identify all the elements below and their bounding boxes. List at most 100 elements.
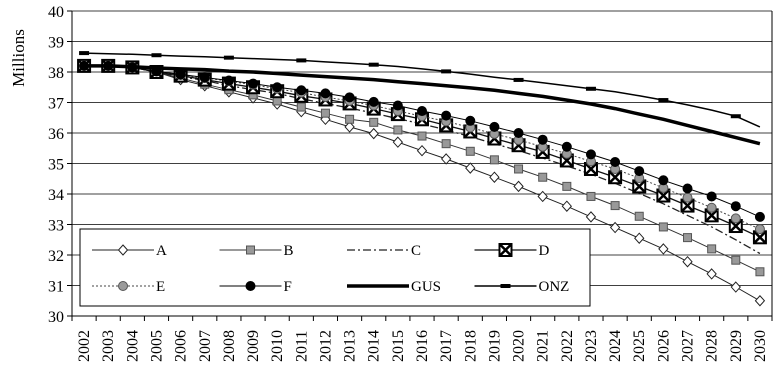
x-tick-label: 2029 [728, 330, 745, 362]
marker-circle-black [634, 166, 645, 177]
marker-square [634, 211, 644, 221]
marker-circle-black [199, 72, 210, 83]
series-c [84, 65, 761, 255]
marker-circle-black [368, 96, 379, 107]
marker-diamond [117, 244, 129, 256]
x-tick-label: 2011 [293, 331, 310, 362]
legend-item-d: D [474, 243, 550, 259]
marker-circle-gray [730, 213, 741, 224]
series-line-gus [84, 64, 761, 146]
x-tick-label: 2003 [100, 330, 117, 362]
marker-dash [151, 53, 162, 58]
marker-square [586, 191, 596, 201]
marker-circle-black [754, 211, 765, 222]
marker-circle-black [175, 69, 186, 80]
marker-diamond [368, 127, 379, 140]
marker-diamond [706, 268, 717, 280]
x-tick-label: 2004 [124, 330, 141, 362]
marker-square-x [680, 198, 695, 213]
marker-circle-black [706, 191, 717, 202]
marker-square-x [656, 188, 671, 203]
x-tick-label: 2026 [655, 330, 672, 362]
marker-circle-gray [754, 224, 765, 235]
x-tick-label: 2005 [148, 330, 165, 362]
y-tick-label: 32 [48, 248, 64, 265]
marker-square [345, 114, 355, 124]
marker-x [609, 171, 621, 184]
series-line-c [84, 65, 761, 255]
marker-diamond [513, 180, 524, 193]
series-onz [79, 51, 761, 128]
marker-square [658, 222, 668, 232]
y-tick-label: 33 [48, 218, 64, 235]
x-tick-label: 2024 [607, 330, 624, 362]
marker-square [538, 172, 548, 182]
marker-diamond [344, 121, 355, 133]
marker-square [417, 131, 427, 141]
marker-circle-black [392, 100, 403, 111]
x-tick-label: 2009 [245, 330, 262, 362]
x-tick-label: 2021 [535, 330, 552, 362]
marker-diamond [609, 221, 621, 234]
legend-item-a: A [92, 243, 167, 259]
legend-item-gus: GUS [347, 279, 441, 295]
marker-circle-black [561, 141, 572, 152]
x-tick-label: 2008 [221, 330, 238, 362]
marker-circle-black [248, 78, 259, 89]
marker-square [465, 146, 475, 156]
marker-circle-black [513, 128, 524, 138]
marker-circle-black [320, 88, 331, 99]
x-tick-label: 2013 [342, 330, 359, 362]
legend-label: C [411, 243, 421, 259]
y-tick-label: 34 [48, 187, 64, 204]
x-tick-label: 2006 [173, 330, 190, 362]
x-tick-label: 2002 [76, 330, 93, 362]
marker-circle-gray [118, 281, 128, 291]
marker-diamond [537, 190, 548, 203]
marker-dash [79, 51, 90, 56]
marker-square [320, 108, 330, 118]
marker-diamond [465, 162, 476, 174]
marker-circle-black [223, 75, 234, 86]
marker-circle-black [245, 281, 256, 291]
marker-circle-black [344, 92, 355, 103]
x-tick-label: 2022 [559, 330, 576, 362]
marker-dash [585, 86, 596, 91]
legend-item-f: F [219, 279, 292, 295]
legend-label: GUS [411, 279, 441, 295]
marker-x [499, 244, 512, 256]
marker-dash [500, 284, 511, 288]
legend-item-e: E [92, 279, 165, 295]
x-tick-label: 2023 [583, 330, 600, 362]
series-line-e [84, 65, 761, 230]
marker-diamond [440, 153, 452, 165]
y-tick-label: 37 [48, 96, 64, 113]
legend-item-onz: ONZ [474, 279, 570, 295]
marker-x [754, 231, 766, 244]
y-tick-label: 35 [48, 157, 64, 174]
series-layer [77, 51, 767, 307]
legend-label: ONZ [539, 279, 570, 295]
marker-diamond [754, 295, 766, 307]
marker-square [441, 139, 451, 149]
x-tick-label: 2017 [438, 330, 455, 362]
marker-circle-gray [706, 202, 717, 213]
marker-circle-black [417, 106, 427, 117]
x-tick-label: 2019 [486, 330, 503, 362]
marker-diamond [489, 171, 500, 183]
marker-diamond [585, 211, 597, 223]
marker-circle-black [465, 115, 476, 126]
marker-dash [223, 55, 234, 60]
marker-square [562, 181, 572, 191]
x-tick-label: 2025 [631, 330, 648, 362]
marker-diamond [730, 281, 741, 293]
marker-dash [296, 58, 307, 63]
marker-square [489, 155, 499, 165]
marker-circle-black [682, 183, 693, 194]
marker-circle-black [585, 149, 596, 160]
marker-x [657, 189, 670, 202]
x-tick-label: 2016 [414, 330, 431, 362]
marker-circle-black [441, 110, 452, 121]
marker-square-x [608, 170, 623, 185]
